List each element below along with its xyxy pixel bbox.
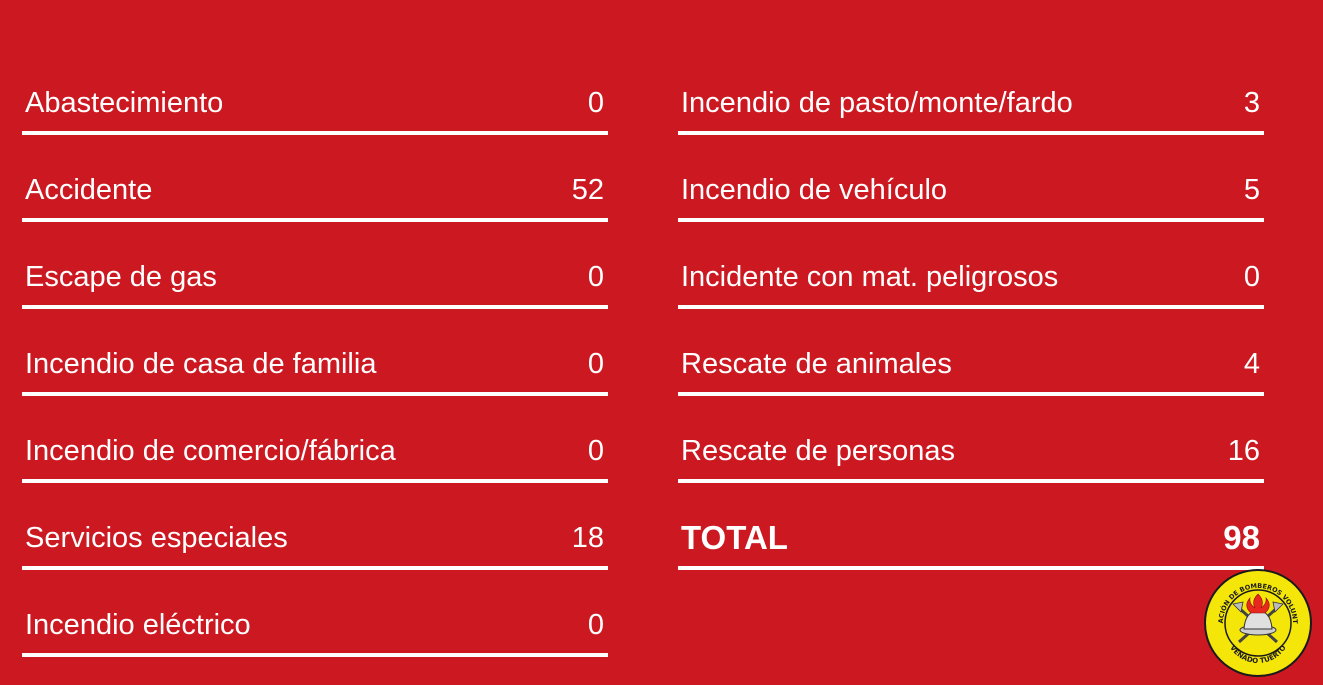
stat-row-incendio-vehiculo: Incendio de vehículo 5 bbox=[678, 137, 1264, 222]
right-column: Incendio de pasto/monte/fardo 3 Incendio… bbox=[678, 50, 1264, 570]
stat-row-accidente: Accidente 52 bbox=[22, 137, 608, 222]
stat-row-incendio-comercio-fabrica: Incendio de comercio/fábrica 0 bbox=[22, 398, 608, 483]
stat-row-total: TOTAL 98 bbox=[678, 485, 1264, 570]
firefighter-helmet-emblem-icon: ASOCIACIÓN DE BOMBEROS VOLUNTARIOS VENAD… bbox=[1203, 568, 1312, 677]
logo-flame bbox=[1246, 593, 1270, 614]
stat-value: 5 bbox=[1243, 174, 1260, 206]
stat-row-rescate-personas: Rescate de personas 16 bbox=[678, 398, 1264, 483]
stat-value: 0 bbox=[1243, 261, 1260, 293]
stat-label: Incendio de casa de familia bbox=[25, 348, 377, 380]
left-column: Abastecimiento 0 Accidente 52 Escape de … bbox=[22, 50, 608, 657]
stat-row-incendio-electrico: Incendio eléctrico 0 bbox=[22, 572, 608, 657]
stat-value: 0 bbox=[587, 261, 604, 293]
stat-label: Incendio de comercio/fábrica bbox=[25, 435, 396, 467]
stat-label: Rescate de personas bbox=[681, 435, 956, 467]
stat-label: Accidente bbox=[25, 174, 153, 206]
stat-row-incendio-casa-familia: Incendio de casa de familia 0 bbox=[22, 311, 608, 396]
stat-value: 18 bbox=[571, 522, 604, 554]
stat-row-escape-de-gas: Escape de gas 0 bbox=[22, 224, 608, 309]
stat-value: 52 bbox=[571, 174, 604, 206]
stat-label: Abastecimiento bbox=[25, 87, 224, 119]
stat-row-incidente-mat-peligrosos: Incidente con mat. peligrosos 0 bbox=[678, 224, 1264, 309]
stat-label: Rescate de animales bbox=[681, 348, 952, 380]
stat-label: Incendio de pasto/monte/fardo bbox=[681, 87, 1073, 119]
total-label: TOTAL bbox=[681, 519, 788, 556]
stat-label: Incendio eléctrico bbox=[25, 609, 251, 641]
stat-value: 0 bbox=[587, 348, 604, 380]
stat-value: 3 bbox=[1243, 87, 1260, 119]
stat-row-rescate-animales: Rescate de animales 4 bbox=[678, 311, 1264, 396]
stat-label: Incendio de vehículo bbox=[681, 174, 948, 206]
total-value: 98 bbox=[1223, 519, 1260, 556]
stat-value: 0 bbox=[587, 435, 604, 467]
stat-value: 0 bbox=[587, 87, 604, 119]
stat-row-servicios-especiales: Servicios especiales 18 bbox=[22, 485, 608, 570]
stat-label: Escape de gas bbox=[25, 261, 217, 293]
stat-row-incendio-pasto-monte-fardo: Incendio de pasto/monte/fardo 3 bbox=[678, 50, 1264, 135]
stat-label: Incidente con mat. peligrosos bbox=[681, 261, 1059, 293]
stat-value: 4 bbox=[1243, 348, 1260, 380]
stat-value: 16 bbox=[1227, 435, 1260, 467]
stat-value: 0 bbox=[587, 609, 604, 641]
stat-label: Servicios especiales bbox=[25, 522, 288, 554]
stat-row-abastecimiento: Abastecimiento 0 bbox=[22, 50, 608, 135]
logo-axe-head-right bbox=[1272, 601, 1284, 613]
logo-axe-head-left bbox=[1232, 601, 1244, 613]
